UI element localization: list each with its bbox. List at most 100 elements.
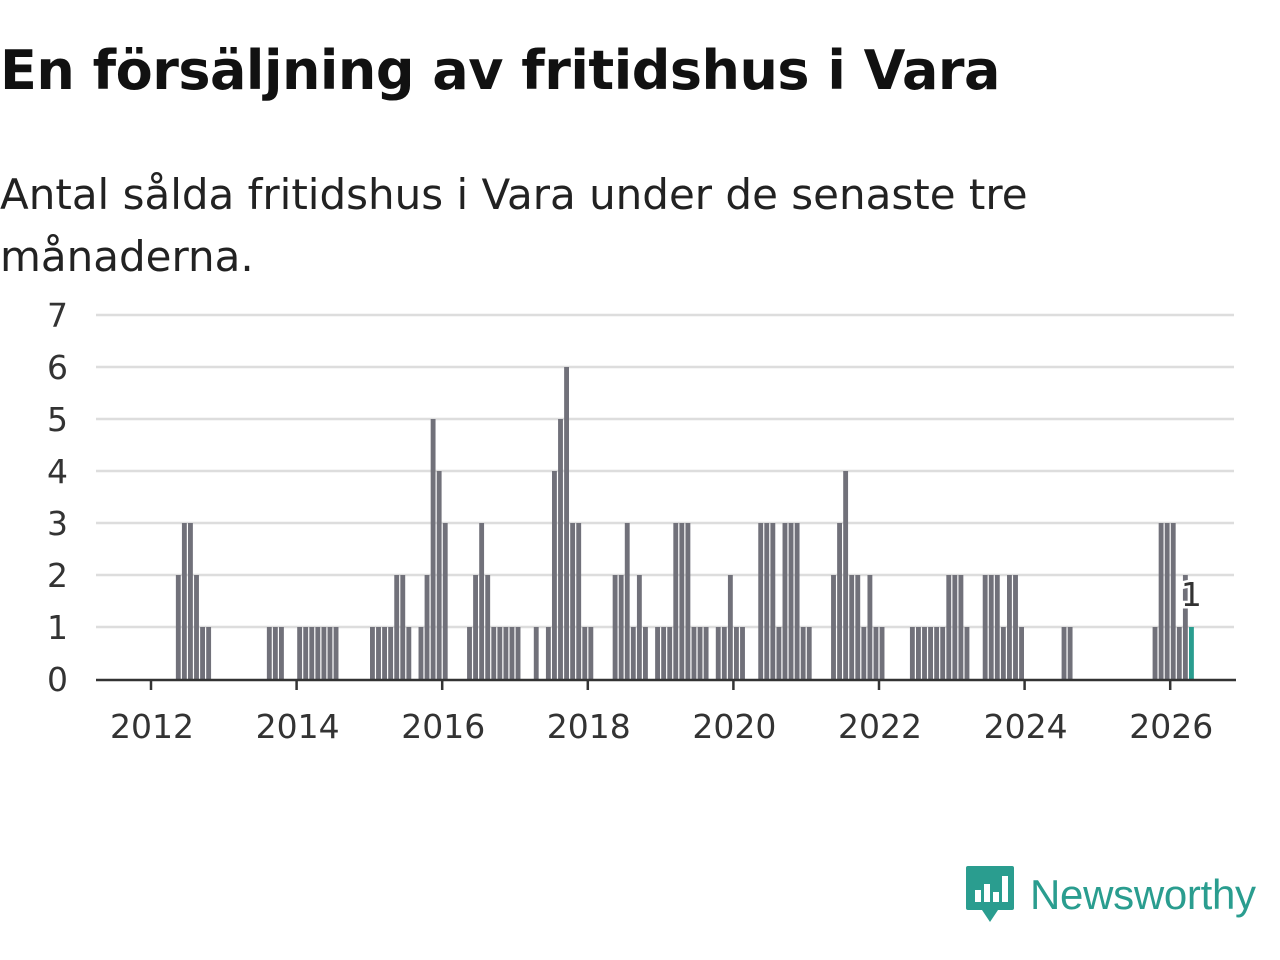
bar: [588, 627, 594, 679]
bar: [958, 575, 964, 679]
newsworthy-wordmark: Newsworthy: [1030, 871, 1256, 918]
bar: [382, 627, 387, 679]
y-tick-label-7: 7: [47, 296, 68, 335]
bar-highlight: [1189, 627, 1194, 679]
bar: [558, 419, 563, 679]
bar: [582, 627, 588, 679]
y-tick-label-2: 2: [47, 556, 68, 595]
bar: [630, 627, 636, 679]
bar: [685, 523, 691, 679]
bar: [200, 627, 205, 679]
x-tick-label-2018: 2018: [547, 707, 631, 746]
bar: [400, 575, 406, 679]
bar: [545, 627, 551, 679]
x-tick-label-2026: 2026: [1129, 707, 1213, 746]
bar: [806, 627, 812, 679]
bar: [788, 523, 794, 679]
bar: [715, 627, 721, 679]
y-tick-label-4: 4: [47, 452, 68, 491]
y-tick-label-3: 3: [47, 504, 68, 543]
y-tick-label-5: 5: [47, 400, 68, 439]
bar: [922, 627, 927, 679]
bar: [667, 627, 673, 679]
bar: [1164, 523, 1170, 679]
bar: [849, 575, 855, 679]
bar: [679, 523, 685, 679]
bar: [406, 627, 412, 679]
bar: [321, 627, 327, 679]
bar: [721, 627, 727, 679]
bar: [436, 471, 442, 679]
bar: [1176, 627, 1182, 679]
bar: [1152, 627, 1158, 679]
y-axis-ticks: 0 1 2 3 4 5 6 7: [47, 296, 68, 699]
x-axis-ticks: 2012 2014 2016 2018 2020 2022 2024 2026: [110, 680, 1213, 746]
bar: [873, 627, 879, 679]
bar: [1182, 575, 1188, 679]
bar: [442, 523, 448, 679]
bar: [188, 523, 193, 679]
bar: [473, 575, 478, 679]
bar: [533, 627, 539, 679]
bar: [879, 627, 885, 679]
bar: [1007, 575, 1012, 679]
bar: [279, 627, 284, 679]
bar: [418, 627, 424, 679]
bar: [618, 575, 624, 679]
newsworthy-logo: Newsworthy: [964, 862, 1256, 928]
bar: [327, 627, 333, 679]
bar: [175, 575, 181, 679]
x-tick-label-2012: 2012: [110, 707, 194, 746]
bar: [181, 523, 187, 679]
bar: [612, 575, 618, 679]
bar: [1170, 523, 1176, 679]
bar: [194, 575, 199, 679]
bar: [734, 627, 739, 679]
bar: [370, 627, 375, 679]
bar: [661, 627, 667, 679]
x-tick-label-2014: 2014: [256, 707, 340, 746]
bar: [394, 575, 400, 679]
bar: [800, 627, 806, 679]
bar: [909, 627, 915, 679]
bar: [515, 627, 521, 679]
highlight-value-label: 1: [1181, 575, 1202, 614]
x-tick-label-2024: 2024: [984, 707, 1068, 746]
bar: [1013, 575, 1018, 679]
y-tick-label-0: 0: [47, 660, 68, 699]
bar: [740, 627, 745, 679]
bar: [266, 627, 272, 679]
bar: [691, 627, 697, 679]
bar: [272, 627, 278, 679]
bar: [764, 523, 770, 679]
bar: [485, 575, 491, 679]
bar: [424, 575, 430, 679]
bar: [491, 627, 497, 679]
bar: [315, 627, 321, 679]
bar: [831, 575, 836, 679]
bar: [855, 575, 861, 679]
bar: [982, 575, 988, 679]
bar: [794, 523, 800, 679]
bar: [1067, 627, 1073, 679]
bar: [467, 627, 472, 679]
bar: [497, 627, 503, 679]
chart-title: En försäljning av fritidshus i Vara: [0, 39, 1000, 102]
bar: [1061, 627, 1067, 679]
bar: [994, 575, 1000, 679]
bar: [988, 575, 994, 679]
bar: [333, 627, 339, 679]
bar: [861, 627, 867, 679]
bar: [309, 627, 315, 679]
bar: [388, 627, 394, 679]
bar: [576, 523, 582, 679]
data-labels: 1: [1178, 573, 1204, 617]
y-tick-label-1: 1: [47, 608, 68, 647]
bar: [782, 523, 788, 679]
bar: [376, 627, 381, 679]
bar: [303, 627, 309, 679]
bar: [552, 471, 557, 679]
bar: [867, 575, 873, 679]
bar: [934, 627, 940, 679]
